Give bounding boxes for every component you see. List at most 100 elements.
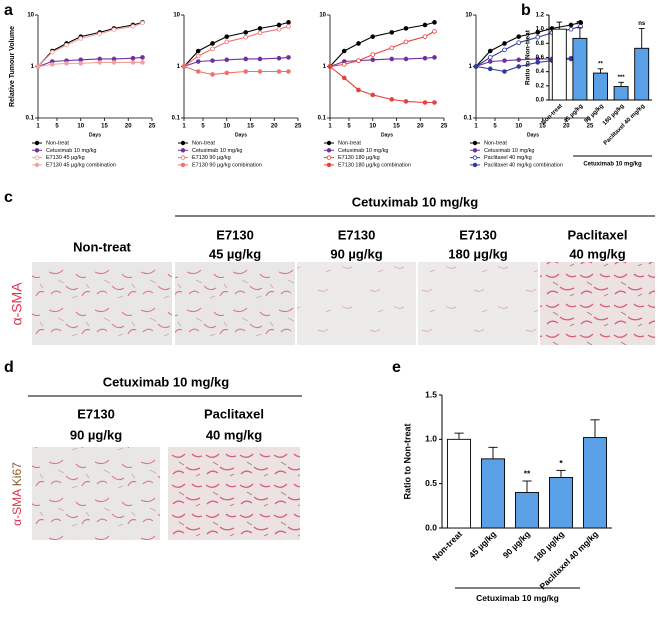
data-point xyxy=(327,64,333,69)
data-point xyxy=(210,41,215,46)
data-point xyxy=(487,66,493,72)
y-tick-label: 0.1 xyxy=(26,116,35,122)
data-point xyxy=(97,31,103,37)
y-tick-label: 1 xyxy=(31,64,35,70)
bar xyxy=(548,477,574,529)
x-tick-label: 1 xyxy=(474,124,478,130)
x-tick-label: 20 xyxy=(271,124,278,130)
x-tick-label: 10 xyxy=(77,124,84,130)
data-point xyxy=(516,57,522,63)
histology-image xyxy=(297,262,416,345)
legend-label: E7130 45 µg/kg combination xyxy=(46,162,116,168)
data-point xyxy=(78,61,84,66)
legend-label: Cetuximab 10 mg/kg xyxy=(192,148,242,154)
x-tick-label: 90 µg/kg xyxy=(501,529,532,560)
data-point xyxy=(195,69,201,74)
data-point xyxy=(111,27,117,32)
column-label: 180 µg/kg xyxy=(448,246,508,261)
y-tick-label: 0.0 xyxy=(536,98,545,104)
data-point xyxy=(286,55,291,60)
bar xyxy=(514,492,540,529)
y-tick-label: 0.0 xyxy=(425,522,437,532)
legend-marker xyxy=(180,155,186,160)
x-tick-label: 15 xyxy=(101,124,108,130)
data-point xyxy=(64,61,69,66)
data-point xyxy=(403,39,409,45)
significance-label: * xyxy=(559,458,563,468)
significance-label: ns xyxy=(576,21,584,27)
legend-label: Cetuximab 10 mg/kg xyxy=(338,148,388,154)
legend-marker xyxy=(34,162,40,168)
data-point xyxy=(224,39,230,45)
legend-label: E7130 90 µg/kg xyxy=(192,155,231,161)
data-point xyxy=(568,22,574,28)
data-point xyxy=(535,30,541,35)
legend-marker xyxy=(34,140,40,146)
bar xyxy=(446,438,472,529)
x-tick-label: 1 xyxy=(36,124,40,130)
legend-marker xyxy=(326,162,332,168)
data-point xyxy=(195,59,201,64)
x-tick-label: 5 xyxy=(493,124,497,130)
x-tick-label: 10 xyxy=(515,124,522,130)
stain-name: Ki67 xyxy=(10,462,24,486)
bar xyxy=(572,37,588,101)
data-point xyxy=(224,34,230,39)
data-point xyxy=(276,26,282,32)
data-point xyxy=(341,48,347,54)
group-label: Cetuximab 10 mg/kg xyxy=(103,374,229,389)
data-point xyxy=(243,30,249,35)
y-tick-label: 10 xyxy=(173,13,180,19)
series-line xyxy=(37,56,143,68)
column-label: 45 µg/kg xyxy=(209,246,261,261)
data-point xyxy=(370,92,376,98)
histology-image xyxy=(418,262,538,345)
data-point xyxy=(210,46,215,52)
bar xyxy=(613,86,629,101)
data-point xyxy=(516,34,522,39)
legend-label: Paclitaxel 40 mg/kg combination xyxy=(484,162,563,168)
x-tick-label: 15 xyxy=(539,124,546,130)
column-label: Paclitaxel xyxy=(204,406,264,421)
x-axis-label: Days xyxy=(381,132,393,138)
data-point xyxy=(473,64,479,69)
data-point xyxy=(35,64,41,69)
legend-marker xyxy=(180,148,186,153)
data-point xyxy=(276,22,282,28)
y-tick-label: 0.2 xyxy=(536,83,545,89)
group-label: Cetuximab 10 mg/kg xyxy=(583,162,642,168)
x-tick-label: 10 xyxy=(369,124,376,130)
legend-label: Cetuximab 10 mg/kg xyxy=(46,148,96,154)
panel-letter: b xyxy=(521,2,531,19)
bar xyxy=(582,437,608,529)
x-axis-label: Days xyxy=(235,132,247,138)
y-tick-label: 10 xyxy=(319,13,326,19)
panel-letter: d xyxy=(4,359,14,376)
legend-marker xyxy=(34,148,40,153)
data-point xyxy=(403,56,409,62)
column-label: E7130 xyxy=(459,227,497,242)
data-point xyxy=(356,41,361,46)
data-point xyxy=(243,69,249,74)
data-point xyxy=(49,49,55,55)
data-point xyxy=(78,36,84,41)
series-line xyxy=(37,21,143,67)
column-label: Non-treat xyxy=(73,239,131,254)
x-tick-label: 25 xyxy=(149,124,156,130)
data-point xyxy=(286,20,291,25)
data-point xyxy=(370,52,376,57)
stain-name: α-SMA xyxy=(10,489,24,526)
data-point xyxy=(97,60,103,65)
y-tick-label: 10 xyxy=(465,13,472,19)
data-point xyxy=(49,62,55,67)
x-tick-label: 25 xyxy=(295,124,302,130)
series-line xyxy=(37,61,143,68)
legend-label: E7130 45 µg/kg xyxy=(46,155,85,161)
data-point xyxy=(422,22,428,28)
data-point xyxy=(276,69,282,74)
y-tick-label: 0.6 xyxy=(536,55,545,61)
y-tick-label: 0.8 xyxy=(536,41,545,47)
column-label: E7130 xyxy=(77,406,115,421)
data-point xyxy=(535,60,541,65)
